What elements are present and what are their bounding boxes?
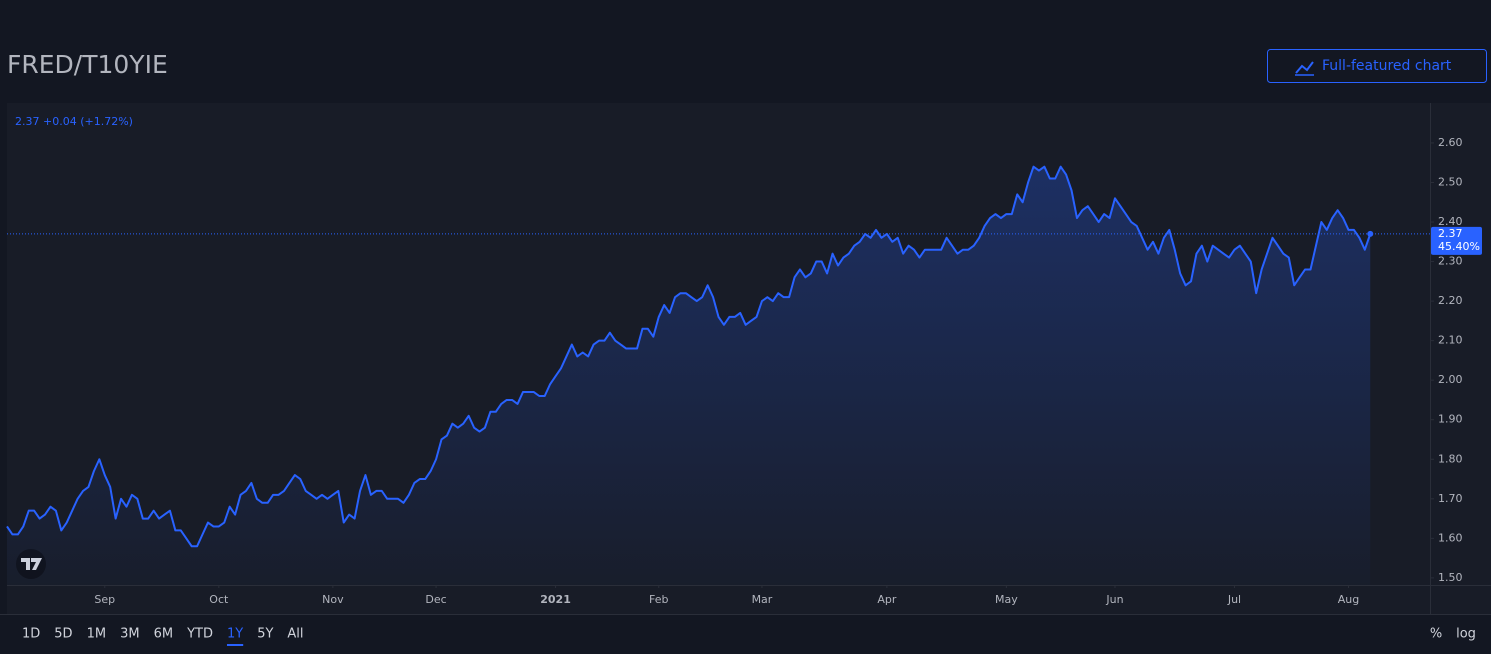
- y-tick-label: 2.00: [1438, 373, 1463, 386]
- range-button[interactable]: 1M: [87, 627, 107, 642]
- range-button[interactable]: 1Y: [227, 627, 243, 642]
- y-tick-label: 1.80: [1438, 452, 1463, 465]
- x-tick-label: Apr: [877, 593, 897, 606]
- scale-button[interactable]: %: [1430, 627, 1442, 642]
- y-tick-label: 2.10: [1438, 334, 1463, 347]
- x-tick-label: Aug: [1338, 593, 1359, 606]
- x-tick-label: Feb: [649, 593, 668, 606]
- button-label: Full-featured chart: [1322, 58, 1452, 74]
- y-tick-label: 1.60: [1438, 531, 1463, 544]
- range-button[interactable]: 6M: [154, 627, 174, 642]
- last-point: [1367, 230, 1374, 237]
- x-tick-label: Sep: [94, 593, 115, 606]
- y-tick-label: 1.70: [1438, 492, 1463, 505]
- range-button[interactable]: 3M: [120, 627, 140, 642]
- x-tick-label: Nov: [322, 593, 344, 606]
- y-tick-label: 2.40: [1438, 215, 1463, 228]
- y-tick-label: 2.60: [1438, 136, 1463, 149]
- area-fill: [7, 166, 1371, 585]
- x-tick-label: Oct: [209, 593, 229, 606]
- last-value-label: 2.37: [1438, 227, 1463, 240]
- y-tick-label: 1.90: [1438, 413, 1463, 426]
- range-button[interactable]: 5D: [54, 627, 72, 642]
- y-tick-label: 2.20: [1438, 294, 1463, 307]
- x-tick-label: Mar: [752, 593, 773, 606]
- button-frame: [1267, 49, 1487, 83]
- price-line: [6, 165, 1372, 548]
- range-button[interactable]: All: [287, 627, 303, 642]
- symbol-title: FRED/T10YIE: [7, 50, 168, 79]
- x-tick-label: May: [995, 593, 1018, 606]
- range-button[interactable]: 1D: [22, 627, 40, 642]
- x-tick-label: Jun: [1105, 593, 1123, 606]
- range-button[interactable]: 5Y: [257, 627, 273, 642]
- y-tick-label: 1.50: [1438, 571, 1463, 584]
- change-label: 45.40%: [1438, 240, 1480, 253]
- button-icon: [1295, 61, 1314, 74]
- y-tick-label: 2.50: [1438, 175, 1463, 188]
- scale-button[interactable]: log: [1456, 627, 1476, 642]
- full-chart-button[interactable]: Full-featured chart: [1267, 49, 1487, 83]
- range-button[interactable]: YTD: [186, 627, 213, 642]
- x-tick-label: Jul: [1227, 593, 1241, 606]
- x-tick-label: Dec: [425, 593, 446, 606]
- x-tick-label: 2021: [540, 593, 571, 606]
- y-tick-label: 2.30: [1438, 255, 1463, 268]
- last-value-badge: [1431, 226, 1482, 255]
- status-line: 2.37 +0.04 (+1.72%): [15, 115, 133, 128]
